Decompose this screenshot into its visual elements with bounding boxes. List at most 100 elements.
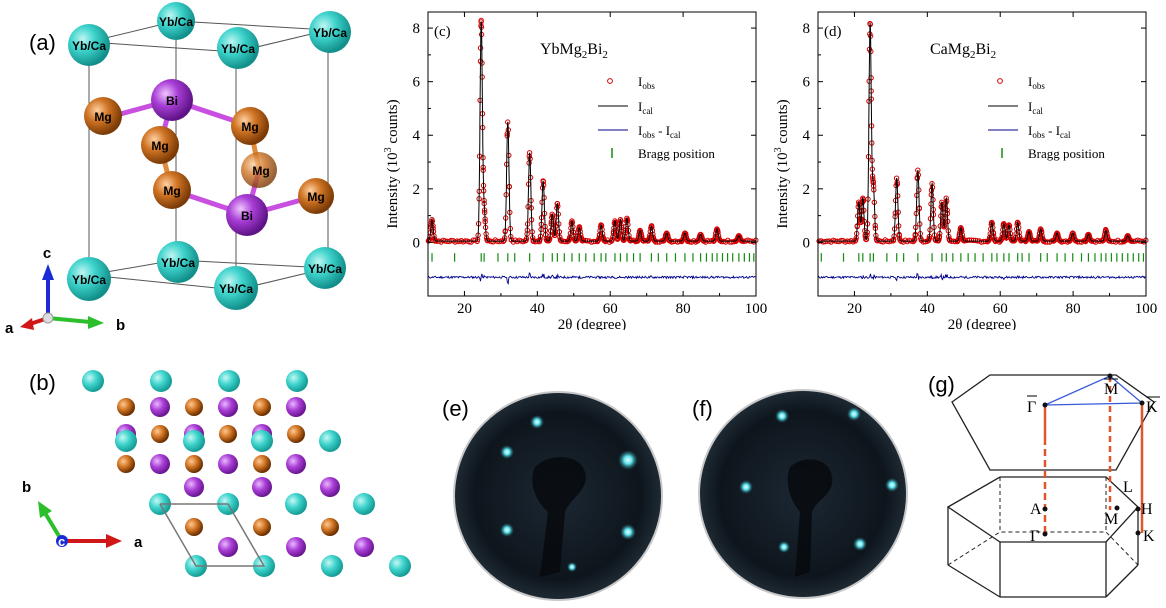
atom xyxy=(319,430,341,452)
legend: Iobs Ical Iobs - Ical Bragg position xyxy=(988,74,1105,161)
brillouin-zone: Γ M K A Γ L M H K xyxy=(946,373,1160,598)
y-axis-label: Intensity (103 counts) xyxy=(773,99,791,228)
label-gamma-bar: Γ xyxy=(1027,399,1036,416)
panel-label: (c) xyxy=(434,24,451,40)
x-tick-label: 40 xyxy=(920,301,935,317)
atom xyxy=(184,477,204,497)
y-tick-label: 4 xyxy=(803,128,811,144)
x-tick-label: 20 xyxy=(847,301,862,317)
atom-label: Yb/Ca xyxy=(72,273,106,287)
x-tick-label: 60 xyxy=(993,301,1008,317)
panel-label-b: (b) xyxy=(29,370,56,395)
y-tick-label: 2 xyxy=(413,182,421,198)
y-tick-label: 8 xyxy=(803,21,811,37)
atom-label: Mg xyxy=(151,139,168,153)
atom xyxy=(286,397,306,417)
legend: Iobs Ical Iobs - Ical Bragg position xyxy=(598,74,715,161)
atom xyxy=(286,454,306,474)
unit-cell-outline xyxy=(159,503,266,567)
legend-obs-label: Iobs xyxy=(638,74,655,91)
plot-frame xyxy=(427,11,757,297)
obs-point xyxy=(874,237,880,244)
obs-point xyxy=(932,237,939,244)
atom xyxy=(117,398,135,416)
calculated-line xyxy=(818,22,1146,242)
compound-title: CaMg2Bi2 xyxy=(930,41,996,61)
crystal-structure-topview: c a b xyxy=(22,370,411,577)
bottom-site-atoms: Yb/Ca Yb/Ca Yb/Ca Yb/Ca xyxy=(67,241,346,310)
atom xyxy=(218,397,238,417)
difference-line xyxy=(427,272,756,286)
leed-pattern-f xyxy=(698,389,908,599)
atom-label: Mg xyxy=(94,110,111,124)
x-tick-label: 100 xyxy=(1135,301,1158,317)
xrd-chart-c: 20 40 60 80 100 0 2 4 6 8 2θ (degree) Intensity (10… xyxy=(383,11,767,333)
label-a: A xyxy=(1030,501,1042,518)
axis-label-b: b xyxy=(22,479,31,496)
atom-label: Yb/Ca xyxy=(72,39,106,53)
legend-obs-marker xyxy=(607,78,613,84)
panel-label-g: (g) xyxy=(928,372,955,397)
legend-cal-label: Ical xyxy=(638,99,653,116)
y-tick-label: 0 xyxy=(803,235,811,251)
difference-line xyxy=(817,272,1146,282)
obs-point xyxy=(566,236,573,243)
panel-label-f: (f) xyxy=(692,396,713,421)
label-gamma: Γ xyxy=(1030,528,1039,545)
label-l: L xyxy=(1123,479,1133,496)
bragg-ticks xyxy=(431,253,755,262)
calculated-line xyxy=(427,21,756,242)
atom xyxy=(287,425,305,443)
middle-atoms: Mg Bi Mg Mg Mg Mg Mg Bi xyxy=(84,79,334,236)
atom xyxy=(115,430,137,452)
atom xyxy=(117,455,135,473)
atom-label: Bi xyxy=(166,94,178,108)
legend-bragg-label: Bragg position xyxy=(1028,146,1105,161)
axis-label-c: c xyxy=(58,534,65,549)
atom-label: Mg xyxy=(163,184,180,198)
atom xyxy=(150,454,170,474)
axis-triad-b: c a b xyxy=(22,479,143,551)
label-k: K xyxy=(1143,528,1155,545)
diffraction-spots xyxy=(739,407,899,553)
atom xyxy=(218,370,240,392)
atom xyxy=(285,493,307,515)
atom xyxy=(218,454,238,474)
atom xyxy=(286,537,306,557)
panel-a: Yb/Ca Yb/Ca Yb/Ca Yb/Ca Mg Bi Mg Mg Mg M… xyxy=(0,0,380,345)
atom xyxy=(183,430,205,452)
atom-label: Yb/Ca xyxy=(313,26,347,40)
atom xyxy=(321,555,343,577)
atom xyxy=(151,425,169,443)
atom xyxy=(389,555,411,577)
compound-title: YbMg2Bi2 xyxy=(540,41,608,61)
atom-label: Yb/Ca xyxy=(161,256,195,270)
top-site-atoms: Yb/Ca Yb/Ca Yb/Ca Yb/Ca xyxy=(68,2,351,69)
atom xyxy=(251,430,273,452)
panel-f: (f) xyxy=(690,372,920,603)
panel-label: (d) xyxy=(824,24,842,40)
legend-obs-marker xyxy=(997,78,1003,84)
bulk-bz-prism xyxy=(946,476,1139,598)
y-tick-label: 2 xyxy=(803,182,811,198)
atom xyxy=(150,370,172,392)
obs-point xyxy=(1103,228,1109,234)
high-symmetry-points xyxy=(1042,373,1145,537)
projection-lines xyxy=(1043,376,1144,534)
atom xyxy=(321,518,339,536)
panel-g: Γ M K A Γ L M H K (g) xyxy=(920,360,1166,603)
obs-point xyxy=(918,237,925,244)
atom-label: Yb/Ca xyxy=(308,262,342,276)
atom xyxy=(218,537,238,557)
bragg-ticks xyxy=(820,253,1145,262)
atom-label: Bi xyxy=(241,209,253,223)
plot-frame xyxy=(817,11,1147,297)
obs-point xyxy=(1026,229,1032,235)
x-tick-label: 60 xyxy=(603,301,618,317)
y-tick-label: 6 xyxy=(413,75,421,91)
atom xyxy=(219,425,237,443)
topview-atoms xyxy=(82,370,411,577)
x-tick-label: 40 xyxy=(530,301,545,317)
legend-diff-label: Iobs - Ical xyxy=(638,123,681,140)
legend-cal-label: Ical xyxy=(1028,99,1043,116)
